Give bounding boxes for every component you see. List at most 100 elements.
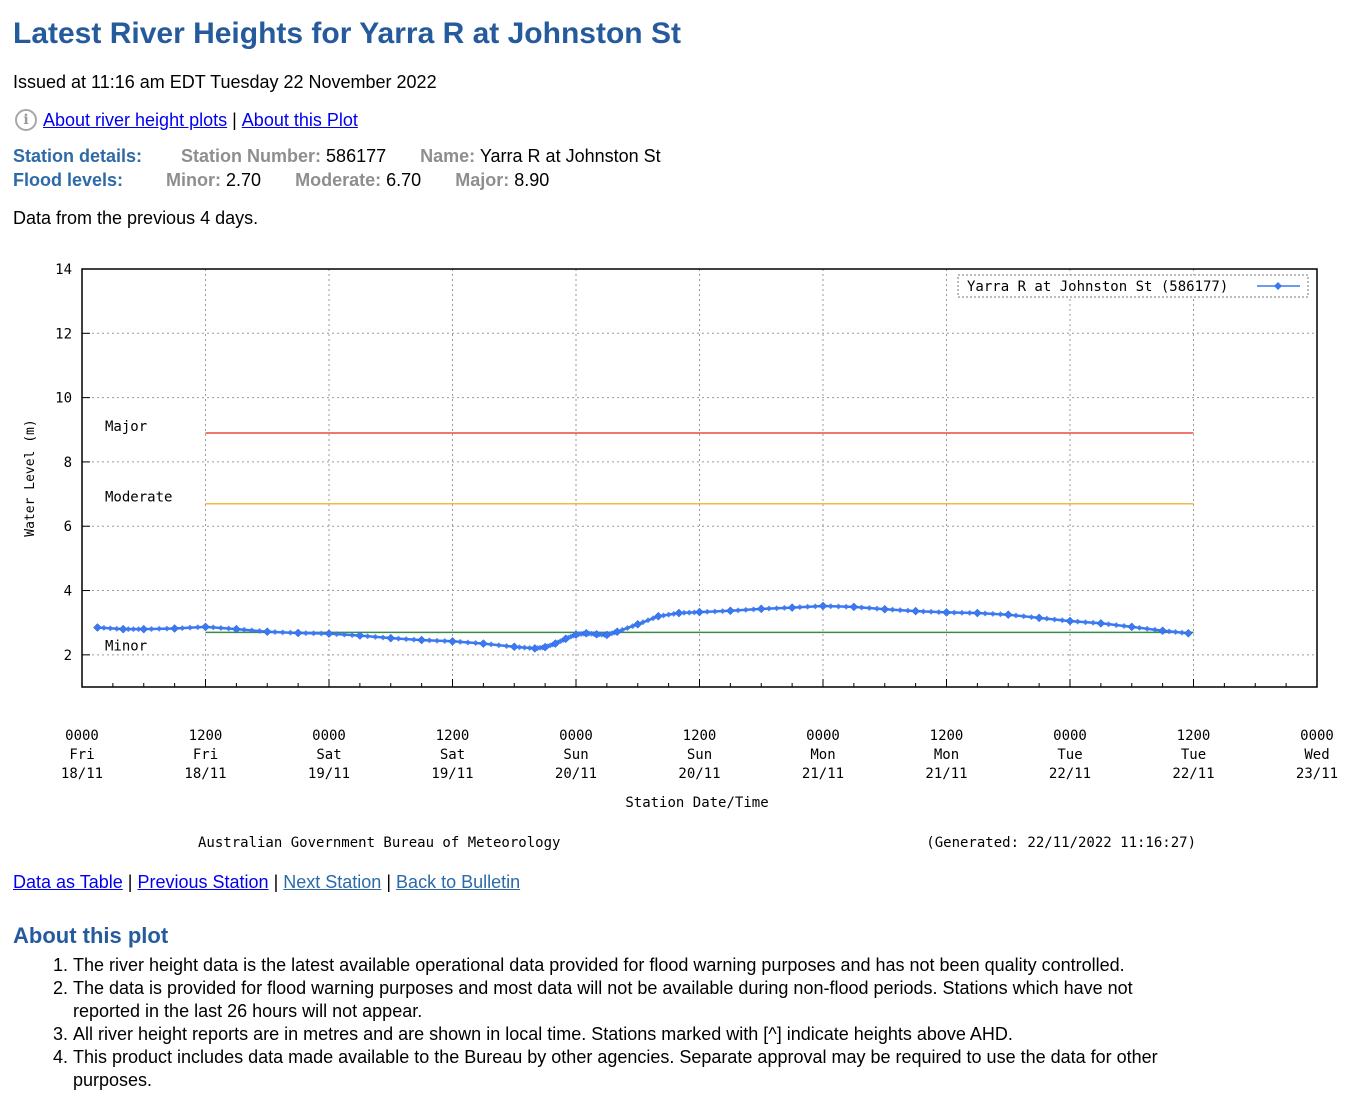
- data-point: [904, 607, 911, 614]
- data-point: [781, 604, 788, 611]
- footer-credit: Australian Government Bureau of Meteorol…: [198, 835, 560, 851]
- data-point: [380, 634, 387, 641]
- data-point: [1012, 612, 1019, 619]
- data-point: [410, 636, 417, 643]
- data-point: [796, 604, 803, 611]
- data-point: [364, 633, 371, 640]
- data-point: [248, 627, 255, 634]
- station-number-label: Station Number:: [181, 146, 322, 166]
- data-point: [1051, 616, 1058, 623]
- data-point: [849, 602, 859, 612]
- link-separator: |: [273, 872, 279, 892]
- data-point: [880, 604, 890, 614]
- data-point: [479, 639, 488, 648]
- data-point: [1082, 619, 1089, 626]
- data-point: [1121, 622, 1128, 629]
- x-tick-label: 20/11: [555, 766, 597, 782]
- data-point: [629, 623, 636, 630]
- data-point: [156, 625, 163, 632]
- data-point: [355, 631, 365, 640]
- data-point: [403, 636, 410, 643]
- moderate-value: 6.70: [386, 170, 422, 190]
- back-to-bulletin-link[interactable]: Back to Bulletin: [396, 872, 521, 892]
- data-point: [1028, 614, 1035, 621]
- x-tick-label: Fri: [193, 747, 218, 763]
- x-tick-label: 0000: [312, 728, 346, 744]
- data-point: [225, 625, 232, 632]
- x-tick-label: 0000: [559, 728, 593, 744]
- about-list: The river height data is the latest avai…: [35, 954, 1173, 1092]
- data-point: [118, 624, 128, 634]
- data-point: [1166, 628, 1173, 635]
- y-tick-label: 14: [55, 262, 72, 278]
- plot-frame: [81, 268, 1318, 688]
- data-point: [742, 606, 749, 613]
- data-point: [1172, 629, 1179, 636]
- x-tick-label: 22/11: [1172, 766, 1214, 782]
- data-point: [93, 623, 102, 632]
- data-point: [170, 624, 179, 633]
- threshold-label-major: Major: [105, 419, 147, 435]
- data-point: [1059, 617, 1066, 624]
- data-point: [653, 611, 663, 621]
- data-point: [526, 645, 533, 652]
- data-point: [681, 609, 688, 616]
- link-separator: |: [386, 872, 392, 892]
- data-point: [318, 630, 325, 637]
- about-heading: About this plot: [13, 923, 169, 948]
- x-tick-label: Sat: [440, 747, 465, 763]
- data-point: [341, 631, 348, 638]
- y-tick-label: 10: [55, 391, 72, 407]
- y-tick-label: 2: [64, 648, 72, 664]
- data-point: [472, 640, 479, 647]
- station-number: 586177: [326, 146, 387, 166]
- data-point: [1096, 618, 1106, 628]
- data-point: [997, 611, 1004, 618]
- data-point: [495, 642, 502, 649]
- data-point: [1151, 626, 1158, 633]
- x-tick-label: Sun: [563, 747, 588, 763]
- moderate-label: Moderate:: [295, 170, 382, 190]
- data-point: [324, 629, 334, 638]
- data-point: [1074, 618, 1081, 625]
- data-point: [686, 609, 693, 616]
- x-tick-label: 0000: [1300, 728, 1334, 744]
- data-point: [973, 608, 982, 618]
- data-point: [241, 626, 248, 633]
- flood-levels-label: Flood levels:: [13, 170, 124, 190]
- data-point: [1183, 628, 1193, 638]
- data-point: [827, 603, 834, 610]
- about-this-plot-link[interactable]: About this Plot: [241, 110, 358, 130]
- link-separator: |: [232, 110, 237, 130]
- data-point: [139, 624, 149, 634]
- x-tick-label: 1200: [683, 728, 717, 744]
- data-point: [293, 628, 303, 638]
- data-point: [982, 610, 989, 617]
- river-height-chart: 2 4 6 8 10 12 14 0000 Fri 18/11 1200 Fri 18/11 0000 Sa…: [0, 255, 1346, 865]
- about-river-height-plots-link[interactable]: About river height plots: [43, 110, 228, 130]
- data-point: [488, 641, 495, 648]
- x-tick-label: Mon: [934, 747, 959, 763]
- data-point: [441, 638, 448, 645]
- data-point: [163, 625, 170, 632]
- y-tick-label: 4: [64, 584, 72, 600]
- data-point: [804, 603, 811, 610]
- data-point: [897, 607, 904, 614]
- x-tick-label: 0000: [806, 728, 840, 744]
- previous-station-link[interactable]: Previous Station: [137, 872, 269, 892]
- x-tick-label: 18/11: [61, 766, 103, 782]
- info-icon[interactable]: i: [15, 109, 37, 131]
- list-item: The data is provided for flood warning p…: [73, 977, 1173, 1023]
- data-point: [457, 638, 464, 645]
- data-point: [695, 607, 704, 617]
- data-point: [567, 633, 574, 640]
- data-point: [187, 624, 194, 631]
- data-as-table-link[interactable]: Data as Table: [13, 872, 123, 892]
- next-station-link[interactable]: Next Station: [283, 872, 382, 892]
- x-tick-label: 23/11: [1296, 766, 1338, 782]
- legend-box: [957, 274, 1309, 298]
- x-tick-label: 20/11: [678, 766, 720, 782]
- data-point: [148, 625, 155, 632]
- list-item: This product includes data made availabl…: [73, 1046, 1173, 1092]
- x-tick-label: 1200: [930, 728, 964, 744]
